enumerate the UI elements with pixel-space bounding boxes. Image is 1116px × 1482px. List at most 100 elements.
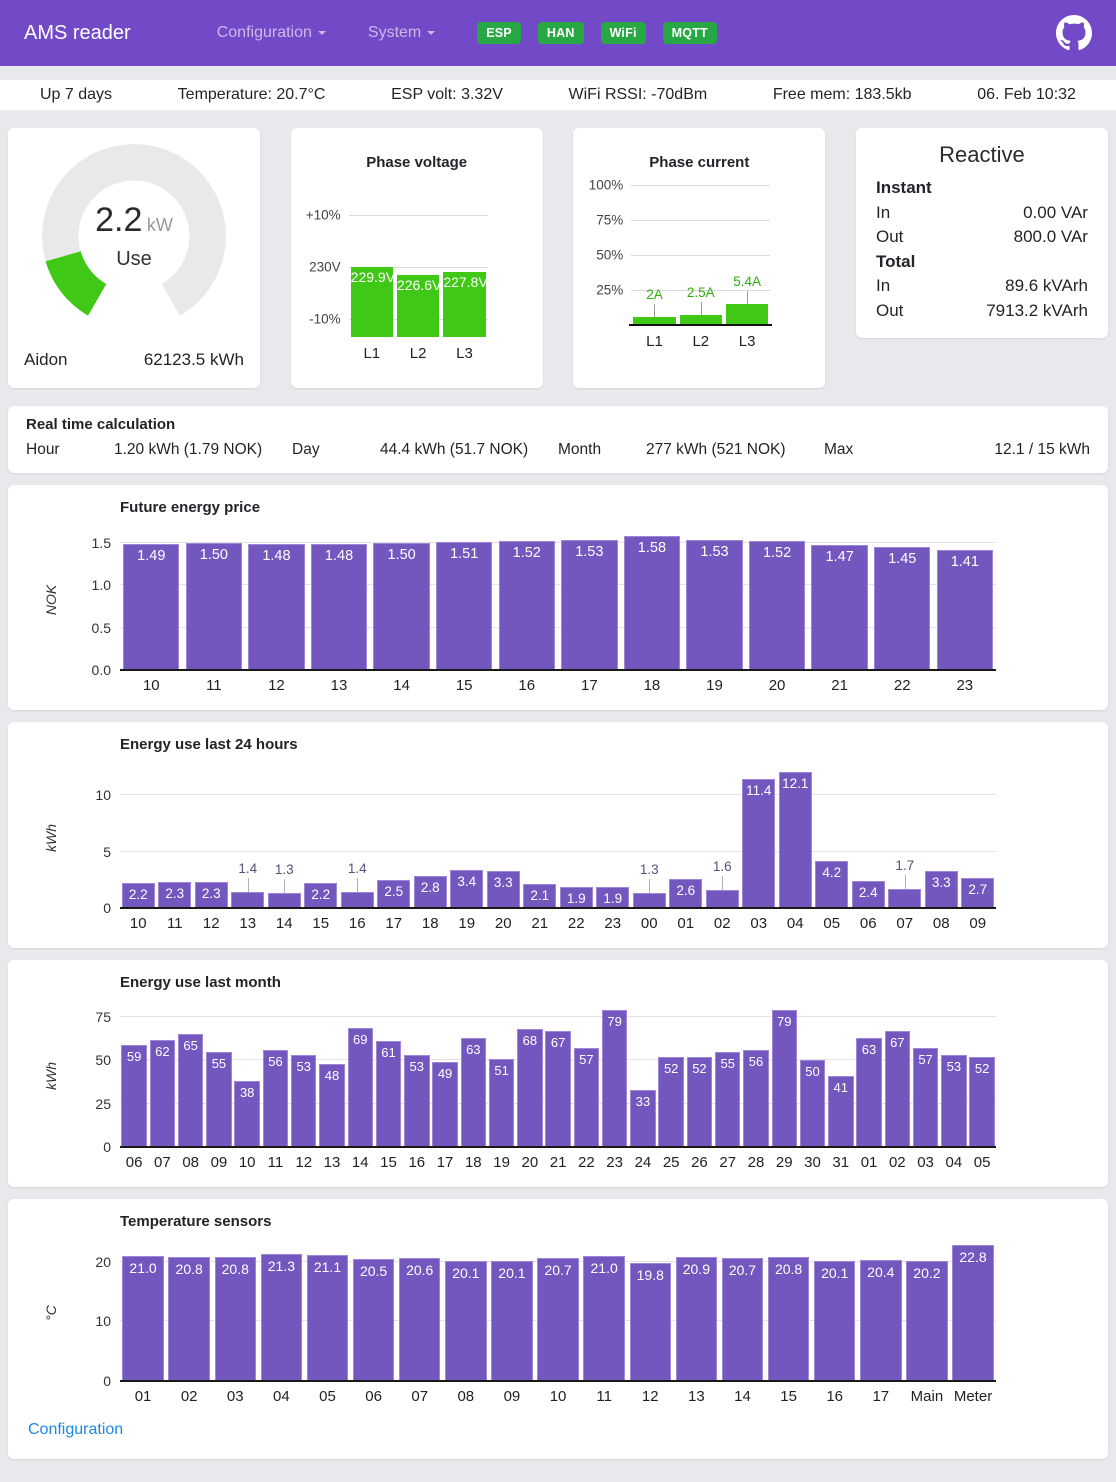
temperature-text: Temperature: 20.7°C bbox=[177, 86, 326, 103]
bar-slot: 52 bbox=[657, 1005, 685, 1147]
label-connector-line bbox=[722, 875, 724, 890]
bar-20: 3.3 bbox=[486, 870, 520, 908]
bar-value-label: 79 bbox=[607, 1014, 622, 1030]
bar-17: 20.4 bbox=[860, 1259, 902, 1381]
bar-13 bbox=[231, 892, 265, 908]
top-cards-row: 2.2 kW Use Aidon 62123.5 kWh Phase volta… bbox=[0, 128, 1116, 388]
x-tick-label: 09 bbox=[503, 1388, 521, 1405]
bar-value-label: 79 bbox=[777, 1014, 792, 1030]
bar-value-label: 62 bbox=[155, 1043, 170, 1059]
x-tick-label: 01 bbox=[860, 1154, 878, 1171]
bar-slot: 1.52 bbox=[495, 530, 558, 670]
x-tick-label: 16 bbox=[826, 1388, 844, 1405]
bar-14: 1.50 bbox=[373, 542, 430, 670]
energy-month-chart: Energy use last month kWh 0 25 50 75 59 62 65 55 3… bbox=[8, 974, 1108, 1171]
reactive-card: Reactive Instant In 0.00 VAr Out 800.0 V… bbox=[855, 128, 1108, 338]
y-tick-label: 25% bbox=[596, 282, 624, 298]
bar-24: 33 bbox=[630, 1089, 656, 1147]
temperature-chart: Temperature sensors °C 0 10 20 21.0 20.8 20.8 21… bbox=[8, 1213, 1108, 1405]
bar-slot: 19.8 bbox=[627, 1244, 673, 1381]
y-tick-label: 100% bbox=[588, 177, 624, 193]
bar-value-label: 2.6 bbox=[676, 882, 696, 898]
bar-value-label: 1.50 bbox=[387, 546, 416, 563]
gridline bbox=[120, 626, 996, 628]
bar-slot: 56 bbox=[261, 1005, 289, 1147]
x-tick-label: 30 bbox=[804, 1154, 821, 1171]
bar-slot: 1.53 bbox=[558, 530, 621, 670]
bar-11: 2.3 bbox=[158, 882, 192, 908]
bar-slot: 2.3 bbox=[157, 767, 194, 908]
bar-value-label: 49 bbox=[437, 1066, 453, 1082]
bar-18: 1.58 bbox=[623, 535, 681, 670]
bar-value-label: 1.7 bbox=[895, 857, 915, 873]
reactive-row: In 0.00 VAr bbox=[876, 201, 1088, 226]
bar-slot: 2.1 bbox=[522, 767, 559, 908]
bars-layer: 2.2 2.3 2.3 1.4 1.3 2.2 1.4 2.5 2.8 3.4 3.3 2.1 1.9 1… bbox=[120, 767, 996, 908]
statusbar: Up 7 days Temperature: 20.7°C ESP volt: … bbox=[0, 80, 1116, 110]
bar-25: 52 bbox=[658, 1056, 684, 1147]
x-tick-label: 13 bbox=[239, 915, 257, 932]
x-tick-label: 20 bbox=[521, 1154, 539, 1171]
bar-slot: 65 bbox=[177, 1005, 205, 1147]
realtime-hour: Hour 1.20 kWh (1.79 NOK) bbox=[26, 441, 263, 458]
x-tick-label: L2 bbox=[692, 333, 710, 350]
x-tick-label: 16 bbox=[518, 677, 536, 694]
meter-name: Aidon bbox=[24, 350, 68, 369]
bar-slot: 1.47 bbox=[808, 530, 871, 670]
x-tick-label: 14 bbox=[393, 677, 410, 694]
bar-slot: 50 bbox=[798, 1005, 826, 1147]
x-tick-label: 05 bbox=[319, 1388, 336, 1405]
x-tick-label: 06 bbox=[365, 1388, 382, 1405]
bar-slot: 1.52 bbox=[746, 530, 809, 670]
gridline bbox=[631, 220, 771, 221]
bar-20: 68 bbox=[517, 1029, 543, 1147]
bar-slot: 20.8 bbox=[166, 1244, 212, 1381]
bar-L3: 227.8V bbox=[443, 271, 488, 337]
x-tick-label: 08 bbox=[182, 1154, 199, 1171]
bar-18: 2.8 bbox=[413, 876, 447, 908]
bar-slot: 62 bbox=[148, 1005, 176, 1147]
bars-layer: 21.0 20.8 20.8 21.3 21.1 20.5 20.6 20.1 20.1 20.7… bbox=[120, 1244, 996, 1381]
bar-slot: 21.0 bbox=[120, 1244, 166, 1381]
github-icon bbox=[1056, 15, 1092, 51]
reactive-value: 7913.2 kVArh bbox=[986, 300, 1088, 320]
x-tick-label: 01 bbox=[134, 1388, 152, 1405]
bar-slot: 229.9V bbox=[349, 215, 395, 337]
bar-slot: 1.41 bbox=[934, 530, 997, 670]
bar-slot: 53 bbox=[403, 1005, 431, 1147]
bar-value-label: 2.2 bbox=[311, 887, 331, 903]
bar-05: 4.2 bbox=[815, 860, 849, 908]
bar-07 bbox=[888, 888, 922, 908]
bar-slot: 227.8V bbox=[441, 215, 488, 337]
x-tick-label: 08 bbox=[457, 1388, 475, 1405]
github-link[interactable] bbox=[1056, 15, 1092, 51]
reactive-label: Out bbox=[875, 227, 904, 246]
bar-value-label: 33 bbox=[635, 1093, 651, 1109]
y-axis-unit-label: °C bbox=[43, 1304, 59, 1321]
bar-value-label: 38 bbox=[239, 1085, 255, 1101]
reactive-section-total: Total bbox=[875, 251, 916, 271]
bar-value-label: 229.9V bbox=[350, 269, 396, 286]
bar-value-label: 227.8V bbox=[443, 273, 488, 290]
power-gauge: 2.2 kW Use bbox=[42, 144, 226, 328]
bar-slot: 20.1 bbox=[812, 1244, 858, 1381]
bar-value-label: 52 bbox=[663, 1060, 679, 1076]
x-tick-label: 07 bbox=[896, 915, 914, 932]
plot-area: °C 0 10 20 21.0 20.8 20.8 21.3 21.1 20.5 20.6 20.1 2… bbox=[43, 1244, 996, 1389]
bar-value-label: 1.9 bbox=[566, 890, 586, 906]
x-tick-label: 22 bbox=[578, 1154, 595, 1171]
x-tick-label: 09 bbox=[210, 1154, 228, 1171]
menu-configuration[interactable]: Configuration bbox=[217, 24, 326, 42]
configuration-link[interactable]: Configuration bbox=[28, 1421, 124, 1438]
bar-value-label: 1.51 bbox=[450, 545, 479, 562]
bar-13: 48 bbox=[319, 1063, 345, 1147]
bar-value-label: 2.2 bbox=[128, 887, 148, 903]
chart-title: Phase voltage bbox=[366, 154, 468, 171]
gridline bbox=[120, 584, 996, 586]
bar-03: 20.8 bbox=[214, 1257, 257, 1381]
bar-Meter: 22.8 bbox=[952, 1245, 994, 1381]
bar-14 bbox=[267, 893, 301, 908]
bar-16 bbox=[340, 892, 374, 908]
bar-value-label: 20.7 bbox=[544, 1261, 572, 1278]
menu-system[interactable]: System bbox=[368, 24, 436, 42]
